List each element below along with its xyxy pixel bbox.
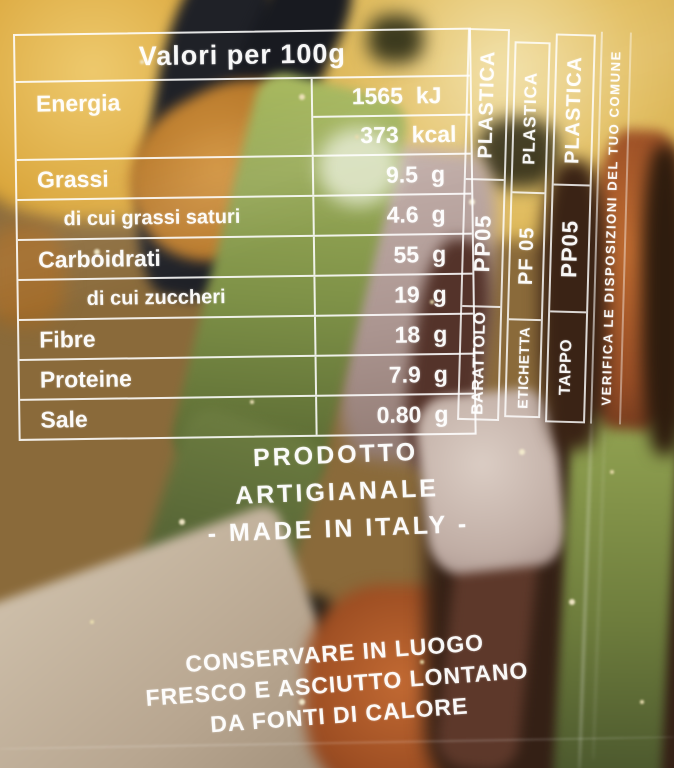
recycling-info-strip: PLASTICA PP05 BARATTOLO PLASTICA PF 05 E… — [457, 28, 632, 425]
nutrition-table-title: Valori per 100g — [15, 29, 470, 83]
recycling-column-tappo: PLASTICA PP05 TAPPO — [545, 33, 596, 424]
plastic-glare — [318, 128, 400, 206]
energy-kj: 1565 kJ — [312, 76, 471, 118]
dark-edge — [642, 145, 674, 455]
dark-fleck — [368, 15, 423, 63]
nutrition-label: Energia — [35, 89, 121, 117]
nutrition-row: Sale 0.80 g — [20, 394, 475, 439]
nutrition-row: Proteine 7.9 g — [19, 354, 475, 401]
recycling-column-etichetta: PLASTICA PF 05 ETICHETTA — [504, 41, 551, 419]
energy-values: 1565 kJ 373 kcal — [310, 76, 471, 155]
energy-kcal: 373 kcal — [360, 120, 457, 149]
nutrition-row: Fibre 18 g — [19, 314, 474, 361]
nutrition-row: Carboidrati 55 g — [17, 234, 473, 281]
dark-band — [540, 160, 608, 450]
nutrition-row: di cui zuccheri 19 g — [18, 274, 473, 321]
carrot-piece — [0, 225, 65, 325]
crumb-specks — [140, 60, 144, 64]
nutrition-row: Grassi 9.5 g — [16, 154, 472, 201]
nutrition-table: Valori per 100g Energia 1565 kJ 373 kcal… — [13, 27, 477, 441]
recycling-note: VERIFICA LE DISPOSIZIONI DEL TUO COMUNE — [598, 50, 624, 407]
nutrition-row: di cui grassi saturi 4.6 g — [17, 194, 472, 241]
nutrition-row-energy: Energia 1565 kJ 373 kcal — [15, 76, 471, 161]
